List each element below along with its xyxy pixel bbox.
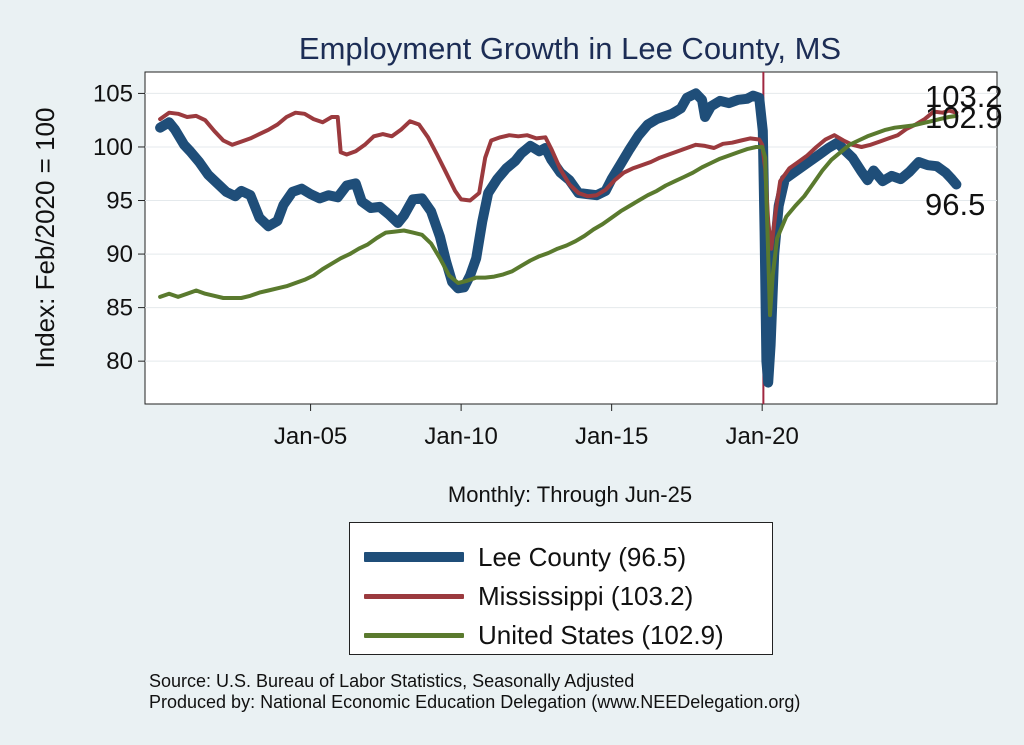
chart-title: Employment Growth in Lee County, MS (299, 31, 841, 66)
series-line-united-states (158, 113, 959, 318)
y-tick-label: 95 (106, 188, 133, 215)
y-tick-label: 80 (106, 348, 133, 375)
y-tick-label: 90 (106, 241, 133, 268)
x-axis-label: Monthly: Through Jun-25 (448, 482, 692, 507)
series-line-mississippi (158, 108, 959, 251)
y-axis-label: Index: Feb/2020 = 100 (30, 108, 60, 369)
x-tick-label: Jan-15 (575, 423, 648, 450)
producer-note: Produced by: National Economic Education… (149, 692, 801, 712)
legend-label: United States (102.9) (478, 619, 724, 650)
legend-item-united-states: United States (102.9) (364, 615, 724, 655)
chart-notes: Source: U.S. Bureau of Labor Statistics,… (149, 671, 800, 713)
plot-area (144, 71, 998, 405)
legend-item-lee-county: Lee County (96.5) (364, 537, 686, 577)
legend-swatch (364, 632, 464, 638)
x-tick-label: Jan-10 (424, 423, 497, 450)
legend: Lee County (96.5) Mississippi (103.2) Un… (349, 522, 773, 655)
end-label-united-states: 102.9 (925, 100, 1003, 135)
y-tick-label: 85 (106, 295, 133, 322)
y-axis: 80 85 90 95 100 105 (93, 80, 997, 375)
x-axis: Jan-05 Jan-10 Jan-15 Jan-20 (274, 404, 799, 450)
x-tick-label: Jan-05 (274, 423, 347, 450)
source-note: Source: U.S. Bureau of Labor Statistics,… (149, 671, 635, 691)
legend-label: Mississippi (103.2) (478, 580, 694, 611)
series-group (155, 88, 962, 388)
end-label-mississippi: 103.2 (925, 79, 1003, 114)
x-tick-label: Jan-20 (725, 423, 798, 450)
y-tick-label: 100 (93, 134, 133, 161)
y-tick-label: 105 (93, 80, 133, 107)
end-label-lee-county: 96.5 (925, 187, 985, 222)
legend-label: Lee County (96.5) (478, 541, 687, 572)
legend-item-mississippi: Mississippi (103.2) (364, 576, 693, 616)
legend-swatch (364, 593, 464, 599)
legend-swatch (364, 552, 464, 562)
